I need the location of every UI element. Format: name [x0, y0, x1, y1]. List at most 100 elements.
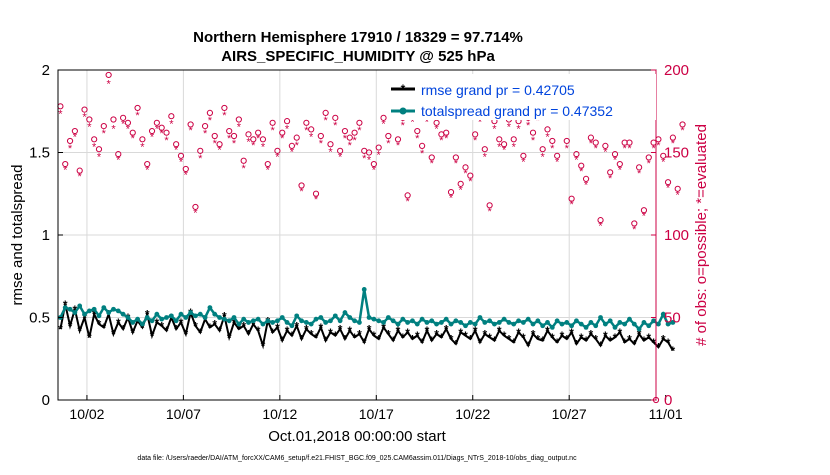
obs-possible-point — [274, 147, 281, 154]
obs-evaluated-point: * — [217, 145, 222, 157]
series-rmse-point: * — [555, 336, 560, 350]
series-totalspread-point — [390, 318, 396, 324]
series-totalspread-point — [381, 320, 386, 325]
series-rmse-point: * — [444, 323, 449, 337]
obs-evaluated-point: * — [174, 145, 179, 157]
series-totalspread-point — [545, 320, 550, 325]
series-totalspread-point — [612, 325, 618, 330]
obs-possible-point — [134, 104, 141, 112]
obs-possible-point — [592, 139, 599, 146]
series-totalspread-point — [405, 320, 411, 325]
obs-evaluated-point: * — [357, 125, 362, 137]
series-rmse-point: * — [333, 329, 338, 343]
obs-evaluated-point: * — [545, 132, 550, 144]
obs-evaluated-point: * — [512, 141, 517, 153]
obs-possible-point — [447, 189, 455, 196]
series-rmse-point: * — [666, 336, 671, 350]
obs-possible-point — [578, 162, 585, 169]
series-rmse-point: * — [232, 316, 237, 330]
obs-evaluated-point: * — [555, 156, 560, 168]
obs-evaluated-point: * — [102, 128, 107, 140]
series-rmse-point: * — [550, 331, 555, 345]
series-totalspread-point — [506, 320, 512, 325]
obs-evaluated-point: * — [68, 143, 73, 155]
series-rmse-point: * — [598, 339, 603, 353]
obs-possible-point — [62, 160, 69, 168]
series-rmse-point: * — [280, 334, 285, 348]
series-rmse-point: * — [314, 331, 319, 345]
series-totalspread-point — [530, 321, 536, 327]
x-tick-label-2: 10/12 — [262, 406, 297, 422]
series-rmse-point: * — [68, 319, 73, 333]
obs-possible-point — [226, 127, 233, 135]
obs-possible-point — [573, 151, 580, 158]
obs-evaluated-point: * — [160, 128, 165, 140]
series-rmse-point: * — [174, 323, 179, 337]
obs-possible-point — [332, 114, 339, 121]
series-totalspread-point — [366, 315, 372, 320]
series-totalspread-point — [564, 320, 570, 325]
obs-evaluated-point: * — [579, 166, 584, 178]
series-rmse-point: * — [468, 332, 473, 346]
series-totalspread-point — [221, 316, 227, 322]
series-rmse-point: * — [400, 331, 405, 345]
obs-possible-point — [607, 169, 614, 176]
series-rmse-point: * — [357, 328, 362, 342]
obs-possible-point — [341, 127, 349, 135]
series-rmse-point: * — [251, 318, 256, 332]
series-totalspread-point — [250, 318, 256, 324]
series-rmse-point: * — [449, 332, 454, 346]
series-rmse-point: * — [651, 336, 656, 350]
obs-evaluated-point: * — [401, 120, 406, 132]
obs-possible-point — [129, 129, 136, 136]
series-rmse-point: * — [328, 326, 333, 340]
series-totalspread-point — [342, 310, 348, 315]
series-rmse-point: * — [564, 332, 569, 346]
series-rmse-point: * — [58, 323, 63, 337]
obs-possible-point — [486, 202, 493, 209]
obs-evaluated-point: * — [227, 133, 232, 145]
obs-evaluated-point: * — [565, 143, 570, 155]
legend-box — [388, 74, 656, 120]
series-rmse-point: * — [415, 329, 420, 343]
series-totalspread-point — [289, 323, 295, 329]
obs-evaluated-point: * — [521, 156, 526, 168]
series-totalspread-point — [96, 313, 102, 319]
obs-evaluated-point: * — [603, 146, 608, 158]
obs-possible-point — [529, 129, 537, 136]
obs-evaluated-point: * — [473, 135, 478, 147]
obs-possible-point — [597, 217, 604, 224]
series-rmse-point: * — [536, 332, 541, 346]
obs-evaluated-point: * — [184, 169, 189, 181]
series-totalspread-point — [438, 320, 444, 325]
chart-title-line1: Northern Hemisphere 17910 / 18329 = 97.7… — [193, 29, 523, 46]
obs-evaluated-point: * — [97, 151, 102, 163]
series-rmse-point: * — [420, 336, 425, 350]
obs-possible-point — [86, 116, 93, 123]
series-rmse-point: * — [241, 319, 246, 333]
series-rmse-point: * — [540, 334, 545, 348]
series-totalspread-point — [67, 306, 73, 312]
series-totalspread-point — [569, 323, 575, 329]
obs-possible-point — [250, 136, 257, 143]
obs-possible-point — [679, 121, 686, 128]
y-right-tick-label-0: 0 — [664, 392, 672, 409]
footer-data-file: data file: /Users/raeder/DAI/ATM_forcXX/… — [137, 455, 577, 462]
series-totalspread-point — [279, 315, 285, 320]
series-rmse-point: * — [227, 331, 232, 345]
obs-possible-point — [163, 129, 170, 136]
obs-evaluated-point: * — [497, 141, 502, 153]
x-tick-label-3: 10/17 — [359, 406, 394, 422]
obs-evaluated-point: * — [449, 193, 454, 205]
obs-evaluated-point: * — [463, 168, 468, 180]
obs-evaluated-point: * — [237, 122, 242, 134]
obs-possible-point — [669, 134, 676, 141]
obs-possible-point — [544, 126, 551, 133]
series-totalspread-point — [313, 316, 319, 322]
obs-evaluated-point: * — [502, 145, 507, 157]
obs-possible-point — [115, 151, 122, 158]
obs-evaluated-point: * — [594, 143, 599, 155]
series-rmse-point: * — [63, 298, 68, 312]
obs-possible-point — [674, 185, 681, 192]
series-totalspread-point — [86, 308, 92, 314]
